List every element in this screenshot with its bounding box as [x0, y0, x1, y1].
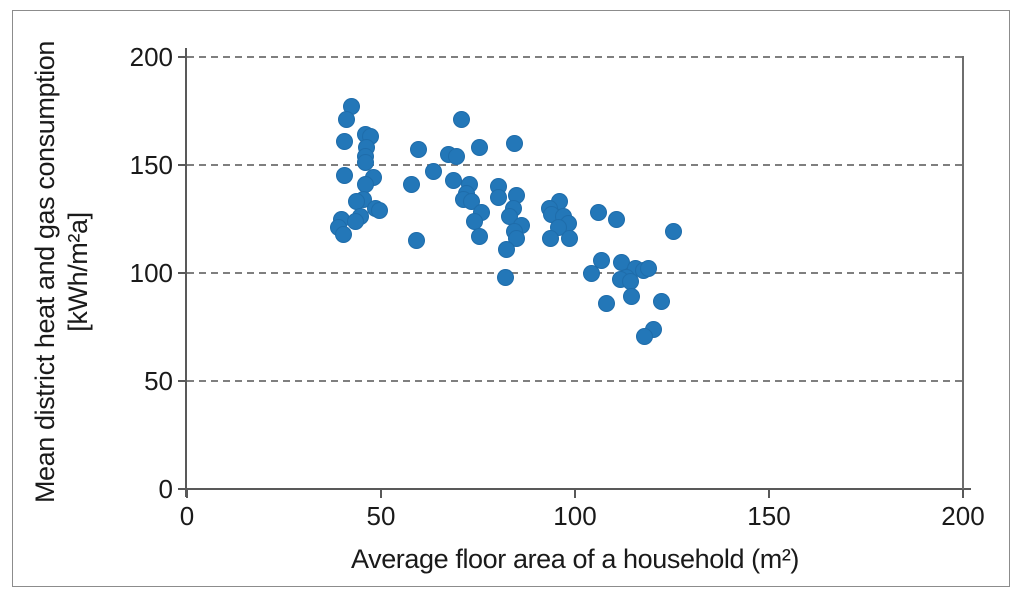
data-point	[498, 240, 516, 258]
data-point	[508, 186, 526, 204]
data-point	[471, 227, 489, 245]
data-point	[424, 162, 442, 180]
data-point	[639, 260, 657, 278]
data-point	[489, 188, 507, 206]
y-tick-mark-50	[178, 380, 187, 382]
data-point	[506, 134, 524, 152]
data-point	[608, 210, 626, 228]
y-tick-label-200: 200	[129, 42, 173, 72]
y-tick-mark-200	[178, 56, 187, 58]
x-tick-label-150: 150	[747, 501, 791, 531]
data-point	[371, 201, 389, 219]
data-point	[347, 212, 365, 230]
x-tick-mark-0	[186, 489, 188, 498]
y-axis-title-line2: [kWh/m²a]	[63, 212, 93, 332]
data-point	[589, 204, 607, 222]
data-point	[583, 264, 601, 282]
plot-right-border	[962, 56, 964, 490]
data-point	[613, 253, 631, 271]
data-point	[356, 175, 374, 193]
data-point	[336, 132, 354, 150]
gridline-y-50	[187, 380, 963, 382]
x-tick-label-50: 50	[366, 501, 396, 531]
x-tick-label-200: 200	[941, 501, 985, 531]
data-point	[409, 141, 427, 159]
data-point	[448, 147, 466, 165]
data-point	[598, 294, 616, 312]
x-tick-label-0: 0	[179, 501, 195, 531]
y-tick-label-50: 50	[144, 366, 173, 396]
x-axis-title: Average floor area of a household (m²)	[350, 544, 800, 574]
gridline-y-200	[187, 56, 963, 58]
data-point	[561, 229, 579, 247]
data-point	[453, 111, 471, 129]
data-point	[348, 193, 366, 211]
y-axis-title-line1: Mean district heat and gas consumption	[30, 40, 60, 504]
y-axis-title: Mean district heat and gas consumption […	[29, 0, 95, 592]
x-tick-mark-150	[768, 489, 770, 498]
data-point	[336, 167, 354, 185]
data-point	[664, 223, 682, 241]
data-point	[343, 98, 360, 116]
data-point	[408, 232, 426, 250]
data-point	[334, 225, 352, 243]
data-point	[636, 328, 654, 346]
data-point	[338, 111, 356, 129]
data-point	[444, 171, 462, 189]
data-point	[466, 212, 484, 230]
x-tick-mark-100	[574, 489, 576, 498]
gridline-y-100	[187, 272, 963, 274]
x-tick-mark-50	[380, 489, 382, 498]
data-point	[593, 251, 611, 269]
plot-area	[187, 56, 963, 489]
data-point	[541, 229, 559, 247]
y-tick-label-0: 0	[158, 474, 173, 504]
data-point	[471, 139, 489, 157]
y-tick-label-150: 150	[129, 150, 173, 180]
data-point	[623, 288, 641, 306]
data-point	[621, 273, 639, 291]
y-tick-label-100: 100	[129, 258, 173, 288]
y-tick-mark-150	[178, 164, 187, 166]
chart-outer-border	[12, 10, 1010, 587]
y-tick-mark-100	[178, 272, 187, 274]
y-tick-mark-0	[178, 488, 187, 490]
data-point	[356, 154, 374, 172]
x-tick-label-100: 100	[553, 501, 597, 531]
data-point	[653, 292, 671, 310]
gridline-y-150	[187, 164, 963, 166]
data-point	[496, 268, 514, 286]
data-point	[403, 175, 421, 193]
x-tick-mark-200	[962, 489, 964, 498]
